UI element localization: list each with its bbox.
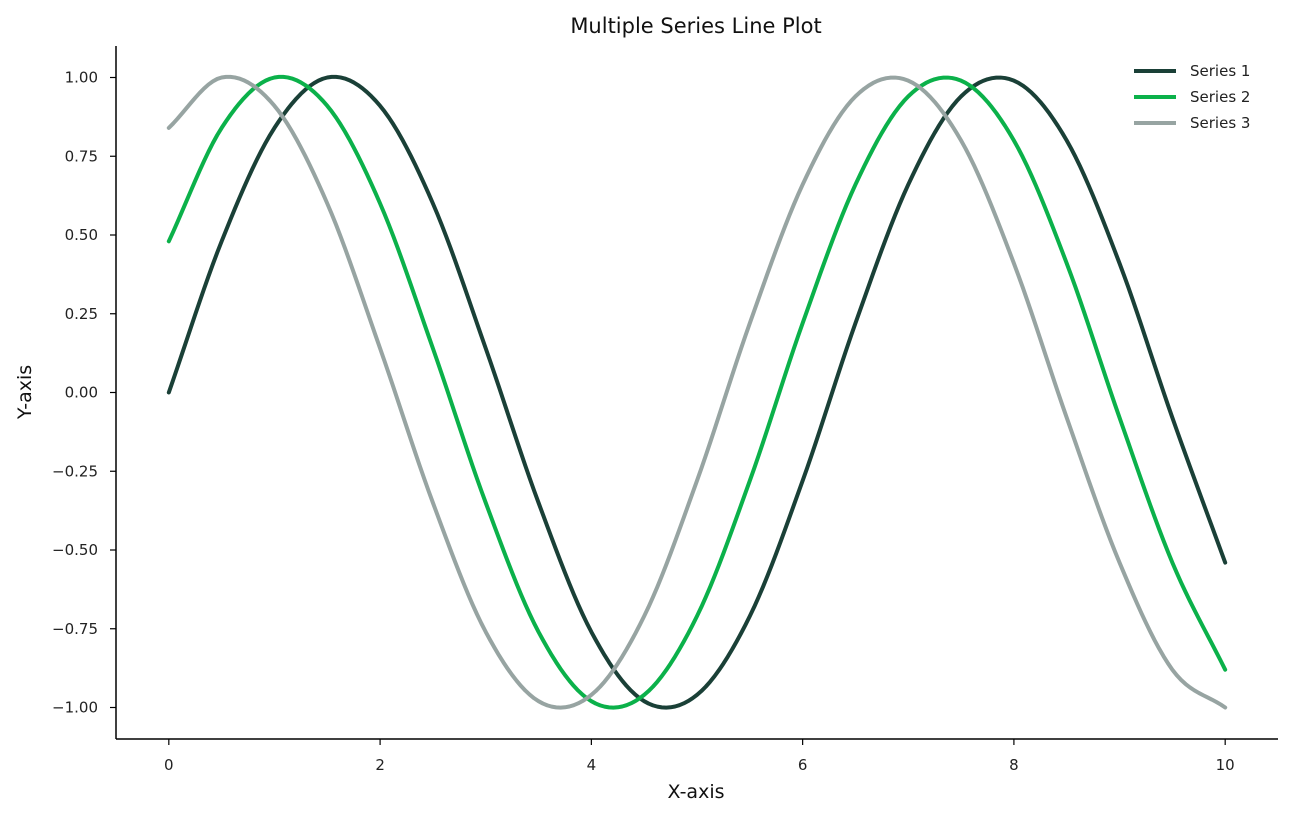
x-tick-label: 10 [1216,756,1235,774]
x-tick-label: 8 [1009,756,1019,774]
x-tick-label: 0 [164,756,174,774]
legend: Series 1 Series 2 Series 3 [1134,62,1250,132]
legend-label-1: Series 1 [1190,62,1250,80]
x-tick-label: 4 [587,756,597,774]
series-line-3 [166,74,1228,710]
y-tick-label: −0.50 [52,541,98,559]
y-tick-label: −0.75 [52,620,98,638]
chart-title: Multiple Series Line Plot [570,14,821,38]
y-tick-label: −1.00 [52,699,98,717]
y-tick-label: 0.75 [65,147,98,165]
x-tick-label: 2 [375,756,385,774]
y-axis-title: Y-axis [14,365,36,420]
y-tick-label: 0.25 [65,305,98,323]
y-tick-label: −0.25 [52,462,98,480]
series-line-2 [166,74,1228,710]
legend-label-2: Series 2 [1190,88,1250,106]
y-tick-label: 0.50 [65,226,98,244]
y-tick-label: 1.00 [65,69,98,87]
y-tick-label: 0.00 [65,384,98,402]
x-axis-title: X-axis [668,781,725,803]
x-tick-label: 6 [798,756,808,774]
legend-label-3: Series 3 [1190,114,1250,132]
series-line-1 [166,74,1228,710]
axes: 0 2 4 6 8 10 1.00 0.75 0.50 0.25 0.00 −0.25 −0.50 −0.… [52,46,1278,774]
series-lines [166,74,1228,710]
